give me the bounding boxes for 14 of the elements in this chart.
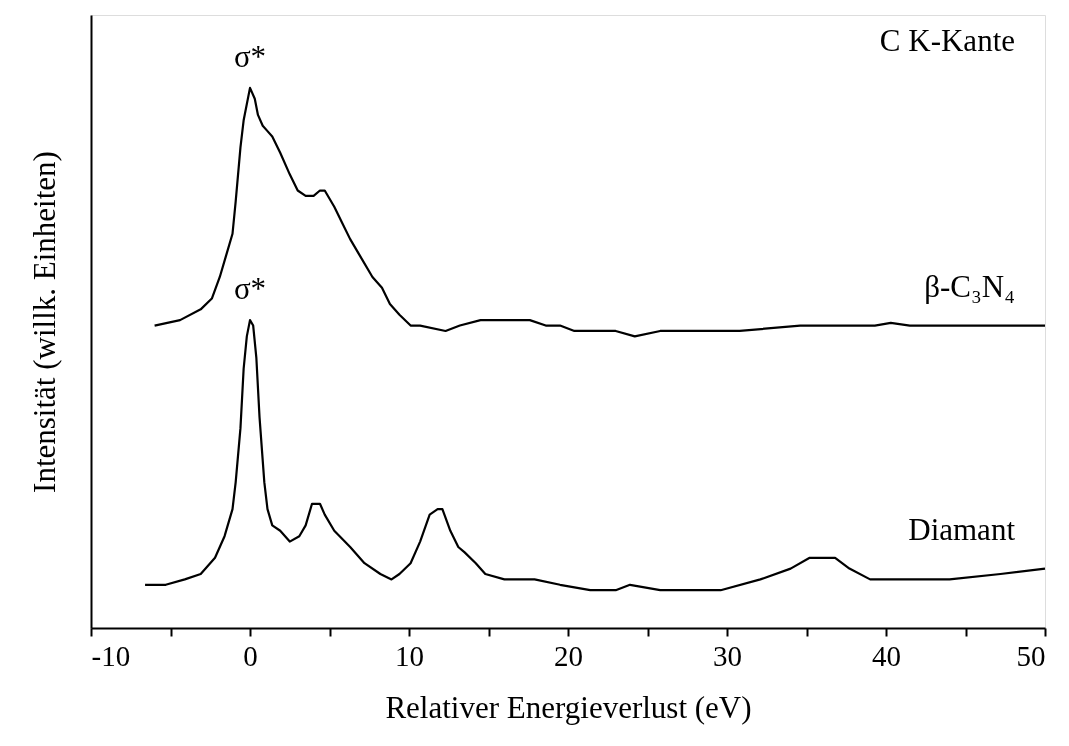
annotation: σ* <box>233 271 267 307</box>
text: C K-Kante <box>879 23 1015 58</box>
x-tick-label: -10 <box>91 639 131 672</box>
x-tick-label: 10 <box>395 639 424 672</box>
series-label: β-C₃N₄ <box>924 268 1015 304</box>
annotation: σ* <box>233 38 267 74</box>
x-tick-label: 50 <box>1016 639 1046 672</box>
x-tick-label: 0 <box>243 639 258 672</box>
x-tick-label: 40 <box>872 639 901 672</box>
x-axis-title: Relativer Energieverlust (eV) <box>385 689 752 725</box>
series-label: Diamant <box>908 511 1016 547</box>
y-axis-title: Intensität (willk. Einheiten) <box>26 151 62 493</box>
x-tick-label: 30 <box>713 639 742 672</box>
x-tick-label: 20 <box>554 639 583 672</box>
